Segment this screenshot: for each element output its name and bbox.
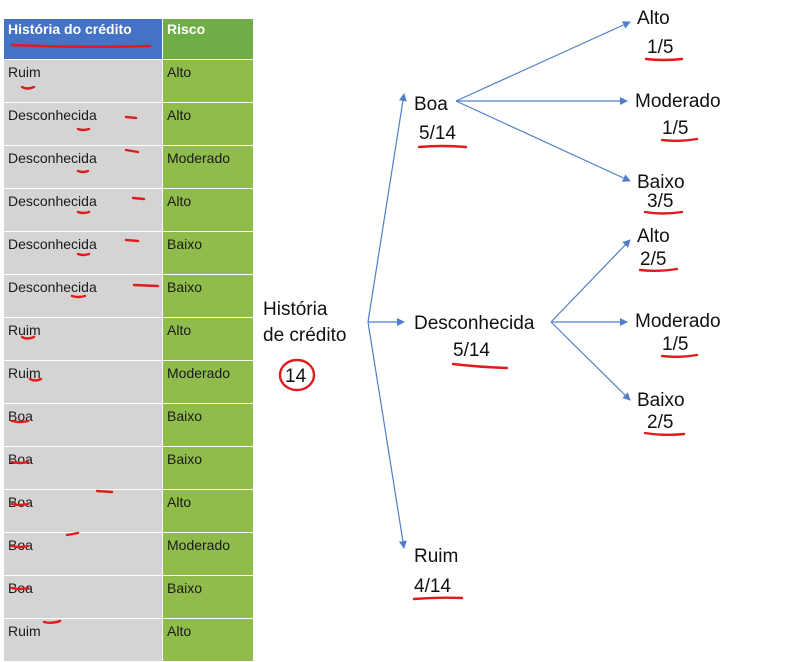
cell-risk: Moderado	[162, 145, 254, 189]
table-ink-marks	[10, 43, 160, 624]
ink-mark	[10, 544, 30, 549]
cell-risk: Moderado	[162, 360, 254, 404]
ink-mark	[131, 196, 146, 201]
ink-mark	[20, 85, 36, 90]
branch-desconhecida-label: Desconhecida	[414, 313, 535, 334]
table-body: Ruim Alto Desconhecida Alto Desconhecida Mode…	[3, 59, 254, 662]
ink-mark	[76, 210, 91, 215]
header-underline-mark	[10, 43, 152, 48]
table-row: Boa Baixo	[3, 403, 254, 447]
table-row: Desconhecida Alto	[3, 188, 254, 232]
leaf-desconhecida-baixo-label: Baixo	[637, 390, 685, 411]
cell-credit-history: Boa	[3, 532, 163, 576]
leaf-desconhecida-moderado-fraction: 1/5	[662, 334, 688, 355]
edge-boa-baixo	[455, 100, 631, 182]
branch-ruim-fraction-underline	[412, 596, 464, 601]
table-row: Boa Baixo	[3, 575, 254, 619]
branch-desconhecida-fraction: 5/14	[453, 340, 490, 361]
leaf-desconhecida-moderado-underline	[660, 353, 699, 358]
leaf-desconhecida-alto-underline	[638, 267, 679, 272]
cell-risk: Moderado	[162, 532, 254, 576]
ink-mark	[42, 619, 62, 624]
branch-boa-fraction: 5/14	[419, 123, 456, 144]
ink-mark	[65, 531, 80, 537]
cell-risk: Alto	[162, 317, 254, 361]
cell-risk: Baixo	[162, 403, 254, 447]
leaf-boa-baixo-label: Baixo	[637, 172, 685, 193]
branch-ruim-fraction: 4/14	[414, 576, 451, 597]
ink-mark	[124, 115, 138, 120]
cell-risk: Alto	[162, 188, 254, 232]
table-header-row: História do crédito Risco	[3, 18, 254, 60]
ink-mark	[76, 127, 91, 132]
root-label-line1: História	[263, 299, 328, 320]
leaf-boa-alto-label: Alto	[637, 8, 670, 29]
leaf-boa-baixo-fraction: 3/5	[647, 191, 673, 212]
leaf-desconhecida-moderado-label: Moderado	[635, 311, 721, 332]
ink-mark	[70, 294, 87, 299]
root-count: 14	[285, 366, 307, 387]
branch-desconhecida-fraction-underline	[451, 362, 509, 370]
root-count-circle	[278, 358, 316, 392]
ink-mark	[10, 586, 30, 591]
header-credit-history: História do crédito	[3, 18, 163, 60]
leaf-boa-baixo-underline	[643, 210, 684, 215]
leaf-boa-moderado-fraction: 1/5	[662, 118, 688, 139]
header-risk: Risco	[162, 18, 254, 60]
cell-credit-history: Desconhecida	[3, 188, 163, 232]
leaf-boa-moderado-label: Moderado	[635, 91, 721, 112]
table-row: Boa Alto	[3, 489, 254, 533]
ink-mark	[10, 460, 30, 465]
branch-ruim-label: Ruim	[414, 546, 458, 567]
leaf-desconhecida-baixo-underline	[643, 431, 686, 436]
edge-root-ruim	[367, 321, 407, 549]
edge-root-boa	[367, 93, 407, 323]
cell-credit-history: Boa	[3, 489, 163, 533]
leaf-desconhecida-alto-fraction: 2/5	[640, 249, 666, 270]
ink-mark	[10, 419, 30, 424]
branch-boa-label: Boa	[414, 94, 448, 115]
cell-risk: Alto	[162, 102, 254, 146]
leaf-desconhecida-baixo-fraction: 2/5	[647, 412, 673, 433]
ink-mark	[76, 169, 90, 174]
ink-mark	[20, 335, 36, 340]
branch-boa-fraction-underline	[417, 144, 468, 149]
cell-risk: Alto	[162, 489, 254, 533]
cell-risk: Baixo	[162, 446, 254, 490]
table-row: Boa Moderado	[3, 532, 254, 576]
cell-credit-history: Desconhecida	[3, 231, 163, 275]
edge-desconhecida-baixo	[550, 321, 631, 401]
leaf-desconhecida-alto-label: Alto	[637, 226, 670, 247]
table-row: Desconhecida Baixo	[3, 231, 254, 275]
cell-credit-history: Desconhecida	[3, 102, 163, 146]
credit-history-table: História do crédito Risco Ruim Alto Descon…	[3, 18, 254, 662]
cell-credit-history: Boa	[3, 446, 163, 490]
cell-credit-history: Boa	[3, 403, 163, 447]
ink-mark	[76, 252, 91, 257]
leaf-boa-alto-fraction: 1/5	[647, 37, 673, 58]
cell-risk: Baixo	[162, 274, 254, 318]
edge-boa-alto	[455, 21, 631, 102]
root-label-line2: de crédito	[263, 325, 346, 346]
table-row: Desconhecida Alto	[3, 102, 254, 146]
ink-mark	[132, 283, 160, 288]
leaf-boa-alto-underline	[644, 57, 684, 62]
table-row: Ruim Alto	[3, 317, 254, 361]
ink-mark	[10, 502, 30, 507]
leaf-boa-moderado-underline	[660, 137, 699, 142]
ink-mark	[28, 377, 43, 382]
cell-credit-history: Boa	[3, 575, 163, 619]
cell-risk: Baixo	[162, 231, 254, 275]
edge-desconhecida-alto	[550, 239, 631, 323]
table-row: Boa Baixo	[3, 446, 254, 490]
ink-mark	[95, 489, 114, 494]
ink-mark	[124, 238, 140, 243]
cell-risk: Alto	[162, 59, 254, 103]
ink-mark	[124, 148, 140, 154]
